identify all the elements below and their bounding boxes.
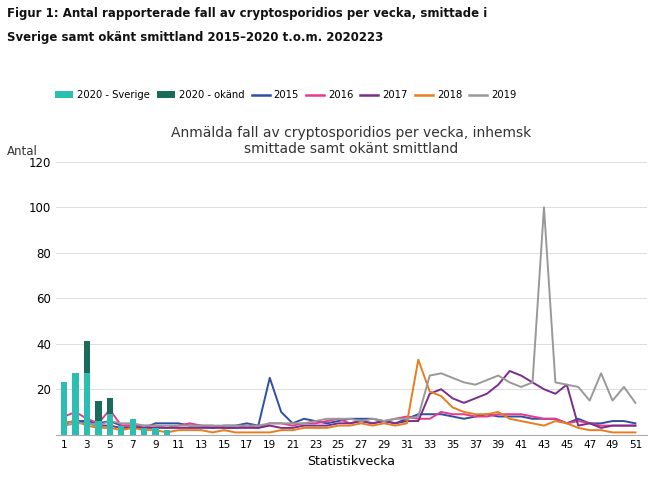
Text: Antal: Antal xyxy=(7,145,38,158)
X-axis label: Statistikvecka: Statistikvecka xyxy=(308,455,395,468)
Bar xyxy=(107,414,113,435)
Bar xyxy=(107,398,113,414)
Bar xyxy=(164,430,170,435)
Legend: 2020 - Sverige, 2020 - okänd, 2015, 2016, 2017, 2018, 2019: 2020 - Sverige, 2020 - okänd, 2015, 2016… xyxy=(55,90,516,100)
Bar xyxy=(84,373,90,435)
Text: Figur 1: Antal rapporterade fall av cryptosporidios per vecka, smittade i: Figur 1: Antal rapporterade fall av cryp… xyxy=(7,7,487,20)
Bar xyxy=(118,426,124,435)
Bar xyxy=(95,400,102,421)
Bar xyxy=(95,421,102,435)
Text: Sverige samt okänt smittland 2015–2020 t.o.m. 2020223: Sverige samt okänt smittland 2015–2020 t… xyxy=(7,31,383,44)
Bar xyxy=(61,383,67,435)
Bar xyxy=(152,428,158,435)
Bar xyxy=(141,428,147,435)
Title: Anmälda fall av cryptosporidios per vecka, inhemsk
smittade samt okänt smittland: Anmälda fall av cryptosporidios per veck… xyxy=(172,126,531,156)
Bar xyxy=(84,341,90,373)
Bar xyxy=(73,373,79,435)
Bar xyxy=(129,419,136,435)
